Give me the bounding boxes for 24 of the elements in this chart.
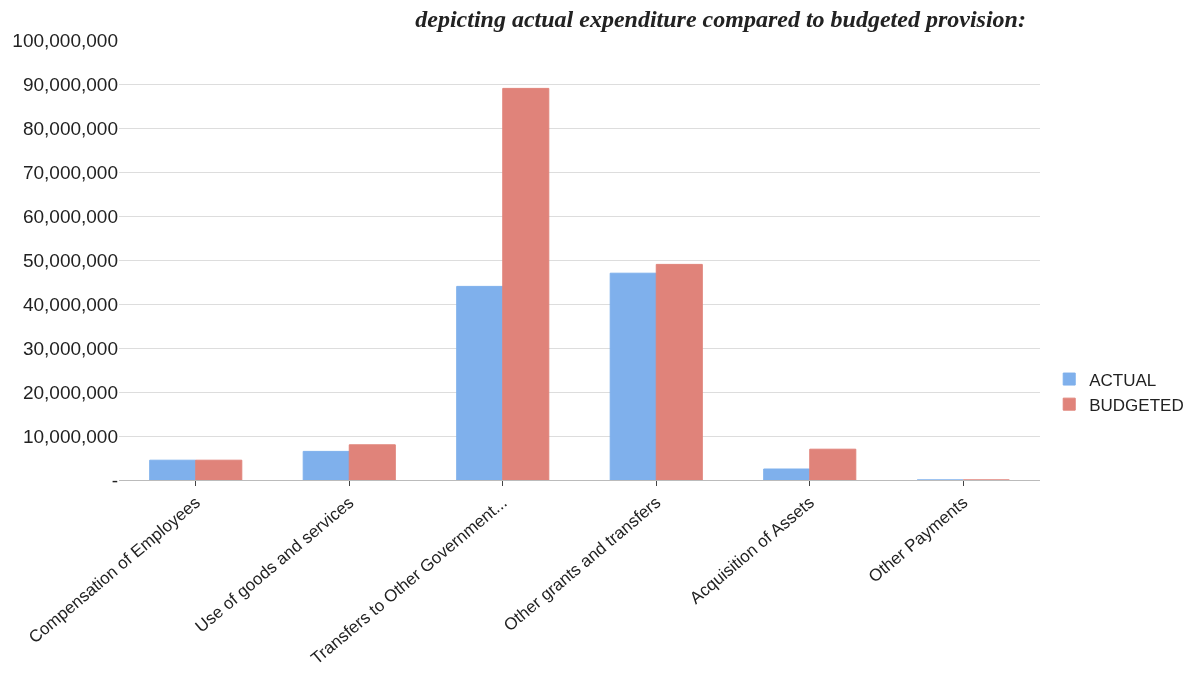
legend-label: ACTUAL (1089, 370, 1157, 390)
legend-label: BUDGETED (1089, 395, 1184, 415)
y-tick-label: 100,000,000 (12, 29, 118, 51)
y-tick-label: - (111, 469, 118, 491)
bar (502, 87, 550, 480)
y-tick-label: 70,000,000 (22, 161, 118, 183)
bar (763, 468, 811, 480)
y-tick-label: 80,000,000 (22, 117, 118, 139)
bar (456, 285, 504, 480)
y-tick-label: 10,000,000 (22, 425, 118, 447)
y-tick-label: 90,000,000 (22, 73, 118, 95)
bar (348, 444, 396, 480)
bar (302, 450, 350, 480)
y-tick-label: 50,000,000 (22, 249, 118, 271)
chart-title: depicting actual expenditure compared to budgeted provision: (415, 6, 1026, 32)
y-tick-label: 20,000,000 (22, 381, 118, 403)
bar (809, 448, 857, 480)
bar (609, 272, 657, 480)
y-tick-label: 30,000,000 (22, 337, 118, 359)
bar (655, 263, 703, 480)
bar (149, 459, 197, 480)
y-tick-label: 40,000,000 (22, 293, 118, 315)
bar (195, 459, 243, 480)
y-tick-label: 60,000,000 (22, 205, 118, 227)
